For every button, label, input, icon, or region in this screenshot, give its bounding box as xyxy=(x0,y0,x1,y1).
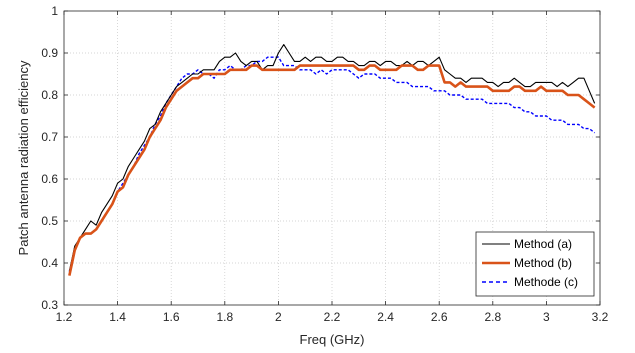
y-tick-label: 0.8 xyxy=(41,88,58,102)
series-layer xyxy=(68,44,596,276)
y-tick-label: 0.4 xyxy=(41,256,58,270)
y-axis-label: Patch antenna radiation efficiency xyxy=(16,60,31,255)
x-tick-label: 2.6 xyxy=(431,310,448,324)
x-tick-label: 1.8 xyxy=(216,310,233,324)
series-line-1 xyxy=(68,64,596,276)
x-tick-label: 2.8 xyxy=(484,310,501,324)
x-tick-label: 3 xyxy=(543,310,550,324)
x-tick-label: 3.2 xyxy=(592,310,609,324)
x-tick-label: 2 xyxy=(275,310,282,324)
x-tick-label: 2.4 xyxy=(377,310,394,324)
y-tick-label: 0.5 xyxy=(41,214,58,228)
series-line-0 xyxy=(68,44,596,272)
x-tick-label: 1.2 xyxy=(56,310,73,324)
legend-label-a: Method (a) xyxy=(514,237,572,251)
y-tick-label: 1 xyxy=(51,4,58,18)
y-tick-label: 0.7 xyxy=(41,130,58,144)
y-tick-label: 0.6 xyxy=(41,172,58,186)
y-tick-label: 0.9 xyxy=(41,46,58,60)
legend: Method (a) Method (b) Methode (c) xyxy=(475,231,595,297)
ticks: 1.2 1.4 1.6 1.8 2 2.2 2.4 2.6 2.8 3 3.2 0.3 0.4 0.5 0.… xyxy=(41,4,608,324)
x-tick-label: 2.2 xyxy=(324,310,341,324)
legend-label-b: Method (b) xyxy=(514,256,572,270)
legend-label-c: Methode (c) xyxy=(514,275,578,289)
grid xyxy=(64,11,600,305)
x-tick-label: 1.4 xyxy=(109,310,126,324)
x-tick-label: 1.6 xyxy=(163,310,180,324)
x-axis-label: Freq (GHz) xyxy=(300,332,365,347)
series-line-2 xyxy=(68,56,596,272)
y-tick-label: 0.3 xyxy=(41,298,58,312)
